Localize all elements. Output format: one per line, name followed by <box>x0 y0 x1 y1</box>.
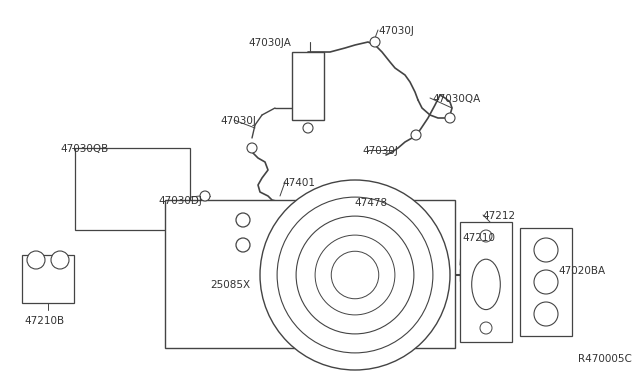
Circle shape <box>534 270 558 294</box>
Circle shape <box>315 235 395 315</box>
Circle shape <box>411 130 421 140</box>
Circle shape <box>236 238 250 252</box>
Circle shape <box>260 180 450 370</box>
Circle shape <box>247 143 257 153</box>
Bar <box>292 52 324 120</box>
Circle shape <box>370 37 380 47</box>
Circle shape <box>480 322 492 334</box>
Circle shape <box>277 197 433 353</box>
Text: 47030J: 47030J <box>220 116 256 126</box>
Text: 47210B: 47210B <box>24 316 64 326</box>
Circle shape <box>332 251 379 299</box>
Bar <box>520 228 572 336</box>
Circle shape <box>303 123 313 133</box>
Text: 47030J: 47030J <box>378 26 414 36</box>
Circle shape <box>236 213 250 227</box>
Bar <box>460 222 512 342</box>
Text: R470005C: R470005C <box>578 354 632 364</box>
Bar <box>75 148 190 230</box>
Ellipse shape <box>472 259 500 310</box>
Bar <box>165 200 455 348</box>
Bar <box>22 255 74 303</box>
Circle shape <box>445 113 455 123</box>
Text: 47030QA: 47030QA <box>432 94 480 104</box>
Text: 47030DJ: 47030DJ <box>158 196 202 206</box>
Circle shape <box>51 251 69 269</box>
Text: 47030QB: 47030QB <box>60 144 108 154</box>
Text: 47020BA: 47020BA <box>558 266 605 276</box>
Text: 47401: 47401 <box>282 178 315 188</box>
Circle shape <box>27 251 45 269</box>
Circle shape <box>200 191 210 201</box>
Circle shape <box>534 302 558 326</box>
Circle shape <box>480 230 492 242</box>
Circle shape <box>534 238 558 262</box>
Text: 47210: 47210 <box>462 233 495 243</box>
Text: 47030J: 47030J <box>362 146 398 156</box>
Circle shape <box>296 216 414 334</box>
Text: 47478: 47478 <box>354 198 387 208</box>
Text: 47030JA: 47030JA <box>248 38 291 48</box>
Text: 47212: 47212 <box>482 211 515 221</box>
Text: 25085X: 25085X <box>210 280 250 290</box>
